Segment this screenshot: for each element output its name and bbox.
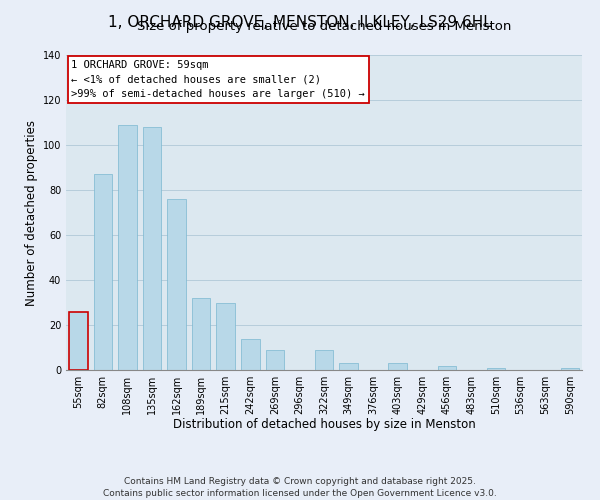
Bar: [217, 302, 235, 370]
Bar: [192, 298, 211, 370]
Text: Contains HM Land Registry data © Crown copyright and database right 2025.
Contai: Contains HM Land Registry data © Crown c…: [103, 476, 497, 498]
Bar: [315, 350, 333, 370]
Bar: [69, 312, 88, 370]
Bar: [241, 338, 260, 370]
Bar: [340, 363, 358, 370]
Bar: [560, 368, 579, 370]
Bar: [118, 124, 137, 370]
Text: 1 ORCHARD GROVE: 59sqm
← <1% of detached houses are smaller (2)
>99% of semi-det: 1 ORCHARD GROVE: 59sqm ← <1% of detached…: [71, 60, 365, 100]
Bar: [389, 363, 407, 370]
Bar: [437, 366, 456, 370]
Bar: [167, 199, 186, 370]
Bar: [94, 174, 112, 370]
Bar: [266, 350, 284, 370]
Text: 1, ORCHARD GROVE, MENSTON, ILKLEY, LS29 6HL: 1, ORCHARD GROVE, MENSTON, ILKLEY, LS29 …: [108, 15, 492, 30]
Title: Size of property relative to detached houses in Menston: Size of property relative to detached ho…: [137, 20, 511, 33]
Y-axis label: Number of detached properties: Number of detached properties: [25, 120, 38, 306]
Bar: [487, 368, 505, 370]
Bar: [143, 127, 161, 370]
X-axis label: Distribution of detached houses by size in Menston: Distribution of detached houses by size …: [173, 418, 475, 432]
